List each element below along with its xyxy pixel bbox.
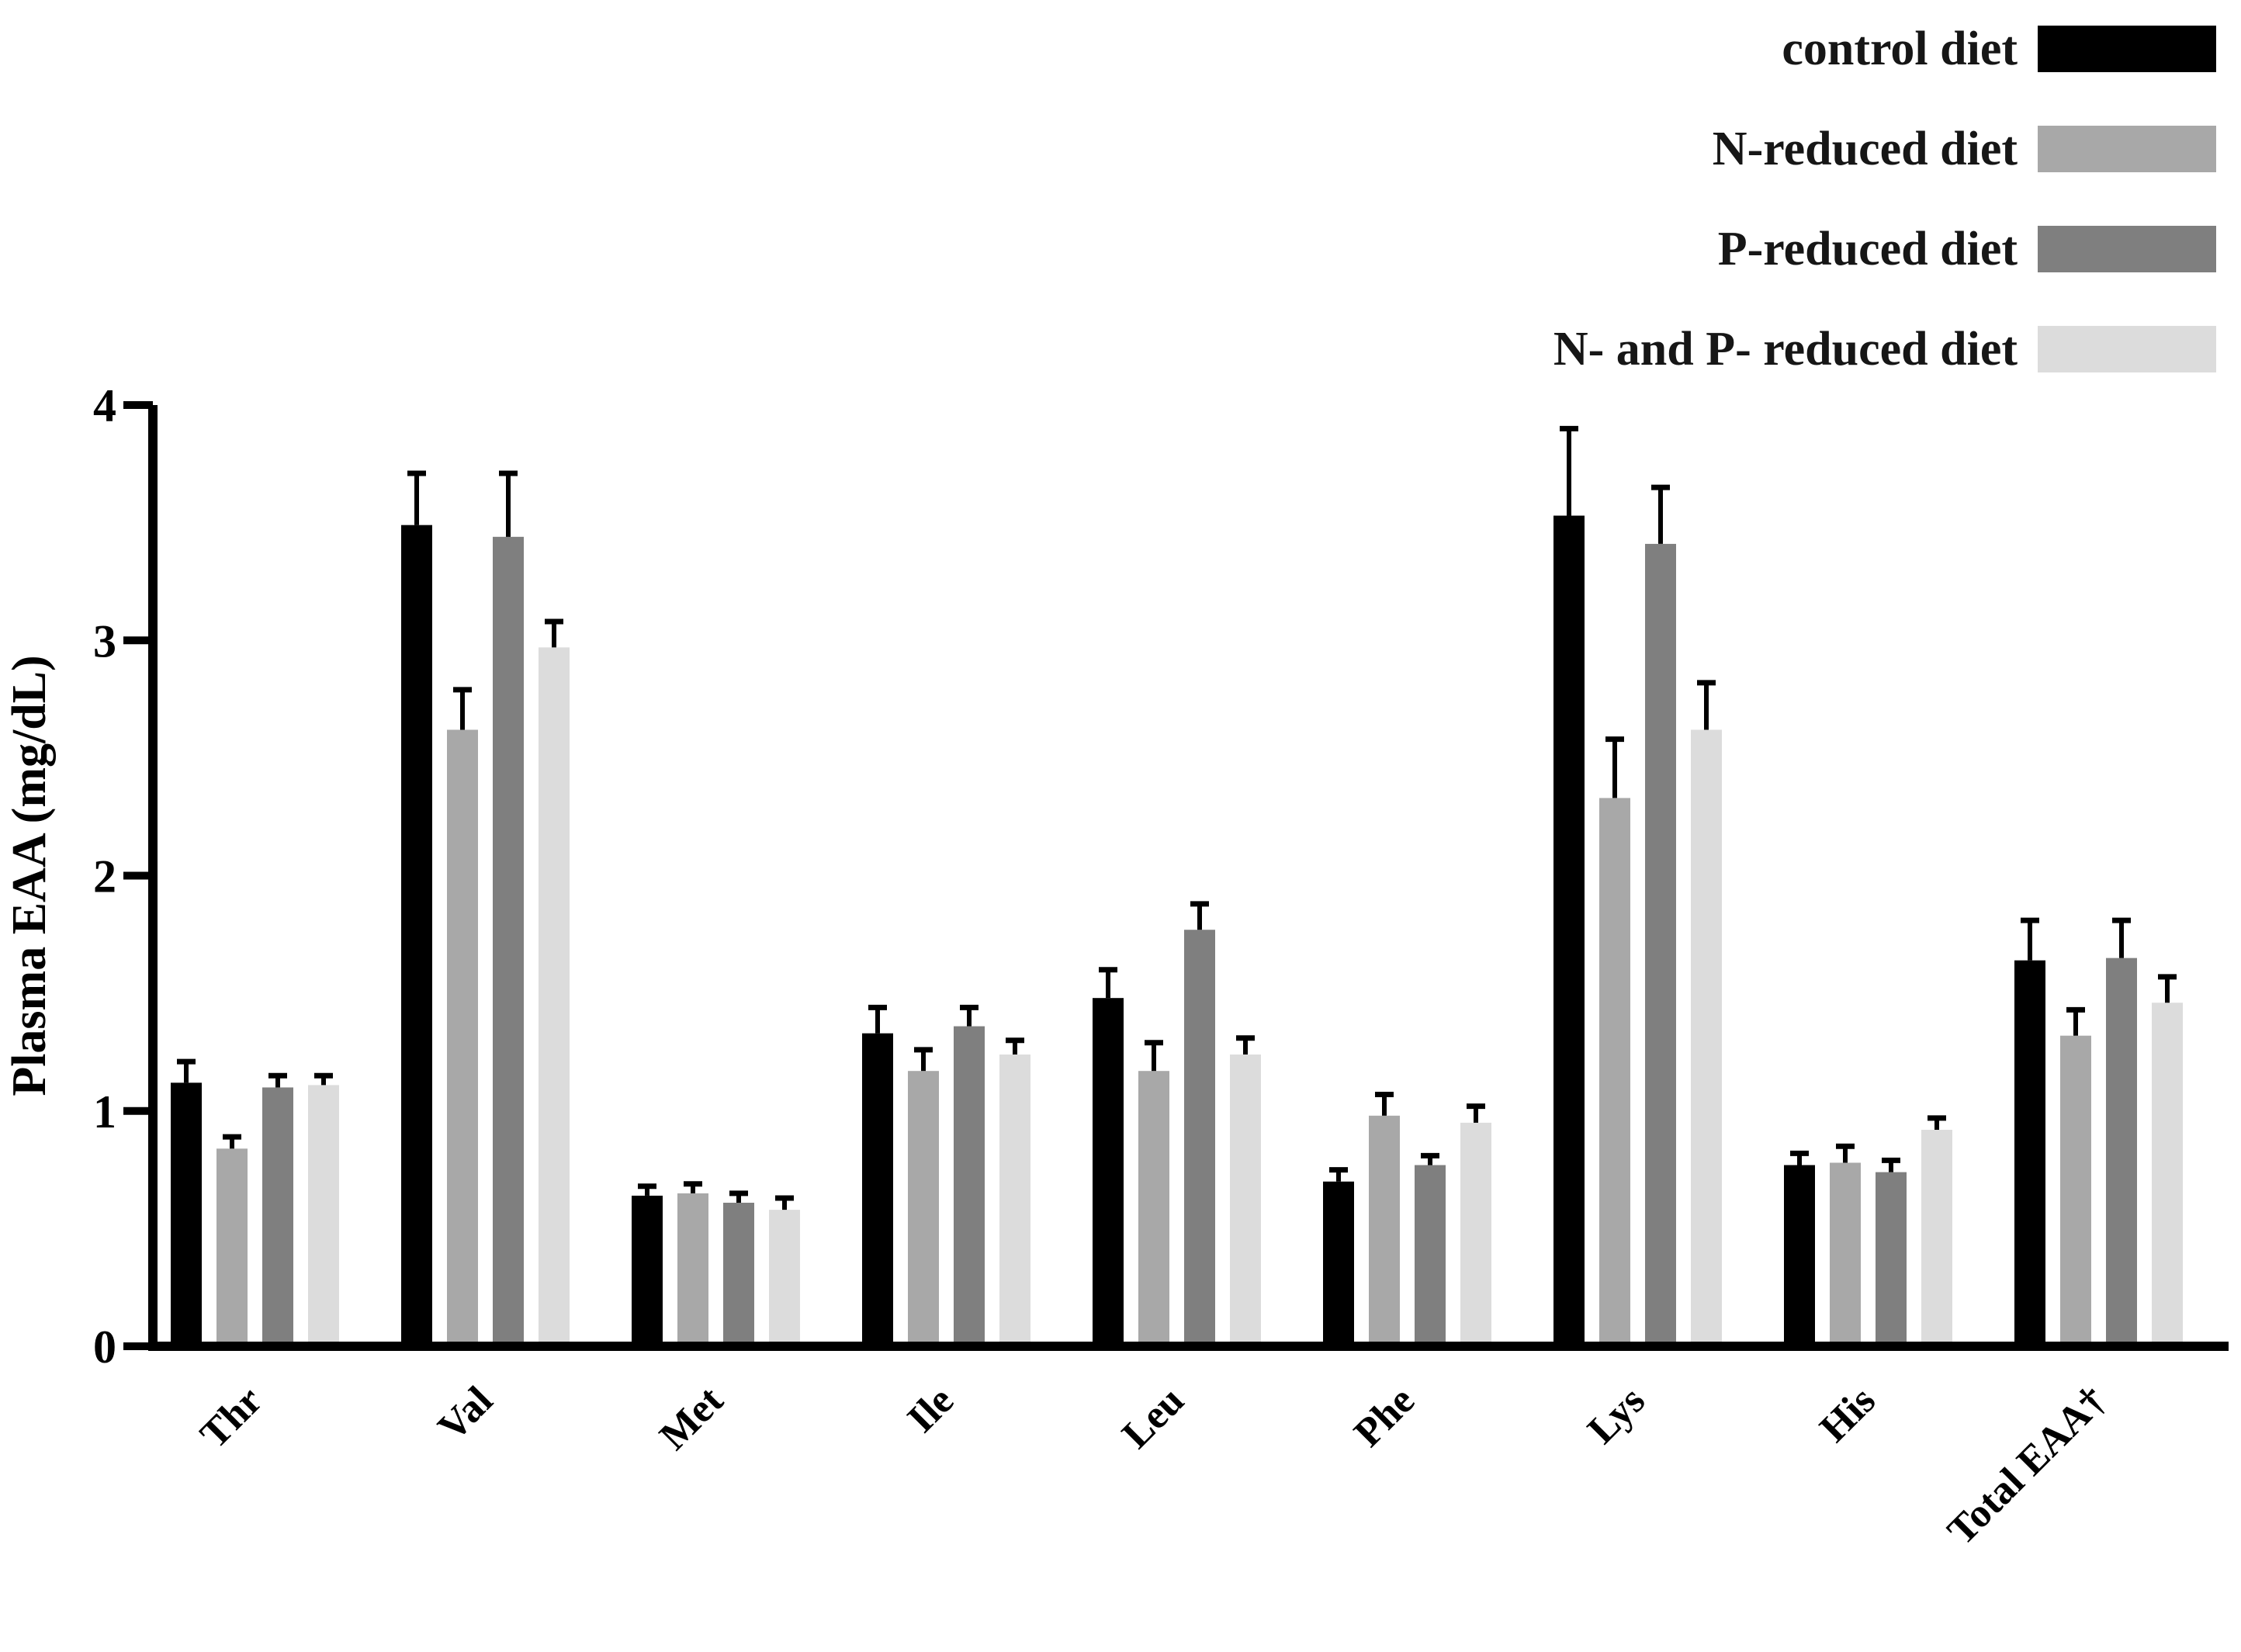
x-category-label-lys: Lys [1579,1378,1654,1453]
bar-control-diet-lys [1553,515,1585,1346]
bar-control-diet-phe [1323,1181,1354,1346]
bar-p-reduced-diet-val [493,536,524,1346]
bar-n-and-p-reduced-diet-ile [999,1054,1030,1346]
legend-label-control-diet: control diet [1782,23,2018,75]
bar-n-and-p-reduced-diet-met [769,1210,800,1346]
bar-n-and-p-reduced-diet-total-eaa [2152,1003,2183,1346]
bar-p-reduced-diet-leu [1184,930,1215,1346]
legend-swatch-np-reduced-diet [2038,326,2216,372]
bar-n-reduced-diet-val [447,729,478,1346]
bar-n-and-p-reduced-diet-lys [1691,729,1722,1346]
x-category-label-val: Val [430,1378,501,1449]
bar-control-diet-val [401,525,432,1346]
bar-p-reduced-diet-lys [1645,543,1676,1346]
bar-n-reduced-diet-phe [1369,1115,1400,1346]
x-category-label-met: Met [651,1378,732,1459]
bar-n-and-p-reduced-diet-his [1921,1130,1952,1346]
legend-item-control-diet: control diet [1782,25,2216,73]
bar-control-diet-total-eaa [2014,960,2045,1346]
legend-item-n-and-p-reduced-diet: N- and P- reduced diet [1553,325,2216,373]
bar-n-reduced-diet-total-eaa [2060,1035,2091,1346]
x-category-label-thr: Thr [192,1378,271,1457]
bar-p-reduced-diet-met [723,1203,754,1346]
bar-control-diet-his [1784,1165,1815,1346]
y-tick-label-1: 1 [93,1086,116,1138]
y-tick-label-4: 4 [93,380,116,431]
bar-control-diet-ile [862,1033,893,1346]
bar-p-reduced-diet-thr [262,1087,293,1346]
legend-swatch-control-diet [2038,26,2216,72]
bar-n-reduced-diet-met [677,1193,708,1346]
bar-n-and-p-reduced-diet-leu [1230,1054,1261,1346]
y-tick-label-3: 3 [93,615,116,667]
y-axis-title: Plasma EAA (mg/dL) [3,655,56,1096]
bar-p-reduced-diet-his [1876,1172,1907,1346]
bar-control-diet-thr [171,1082,202,1346]
legend-label-p-reduced-diet: P-reduced diet [1717,223,2018,275]
bar-n-reduced-diet-leu [1138,1071,1169,1346]
legend-swatch-n-and-p-reduced-diet [2038,226,2216,272]
x-category-label-phe: Phe [1346,1378,1423,1456]
bar-n-and-p-reduced-diet-thr [308,1085,339,1346]
bar-control-diet-leu [1093,998,1124,1346]
bar-p-reduced-diet-total-eaa [2106,958,2137,1346]
x-category-label-total-eaa: Total EAA† [1939,1378,2115,1553]
y-tick-label-2: 2 [93,851,116,902]
bar-n-reduced-diet-ile [908,1071,939,1346]
bar-p-reduced-diet-phe [1415,1165,1446,1346]
legend-swatch-n-reduced-diet [2038,126,2216,172]
bar-n-and-p-reduced-diet-val [539,647,570,1346]
bar-control-diet-met [632,1195,663,1346]
legend-label-n-and-p-reduced-diet: N- and P- reduced diet [1553,323,2018,376]
bar-n-and-p-reduced-diet-phe [1460,1122,1491,1346]
x-category-label-leu: Leu [1114,1378,1193,1457]
legend-item-p-reduced-diet: P-reduced diet [1718,225,2216,273]
bar-p-reduced-diet-ile [954,1026,985,1346]
bar-n-reduced-diet-his [1830,1162,1861,1346]
y-tick-label-0: 0 [93,1321,116,1373]
bar-n-reduced-diet-thr [216,1148,248,1346]
legend-label-n-reduced-diet: N-reduced diet [1712,123,2018,175]
bar-n-reduced-diet-lys [1599,798,1630,1346]
legend-item-n-reduced-diet: N-reduced diet [1713,125,2216,173]
x-category-label-his: His [1812,1378,1884,1450]
x-category-label-ile: Ile [899,1378,962,1441]
